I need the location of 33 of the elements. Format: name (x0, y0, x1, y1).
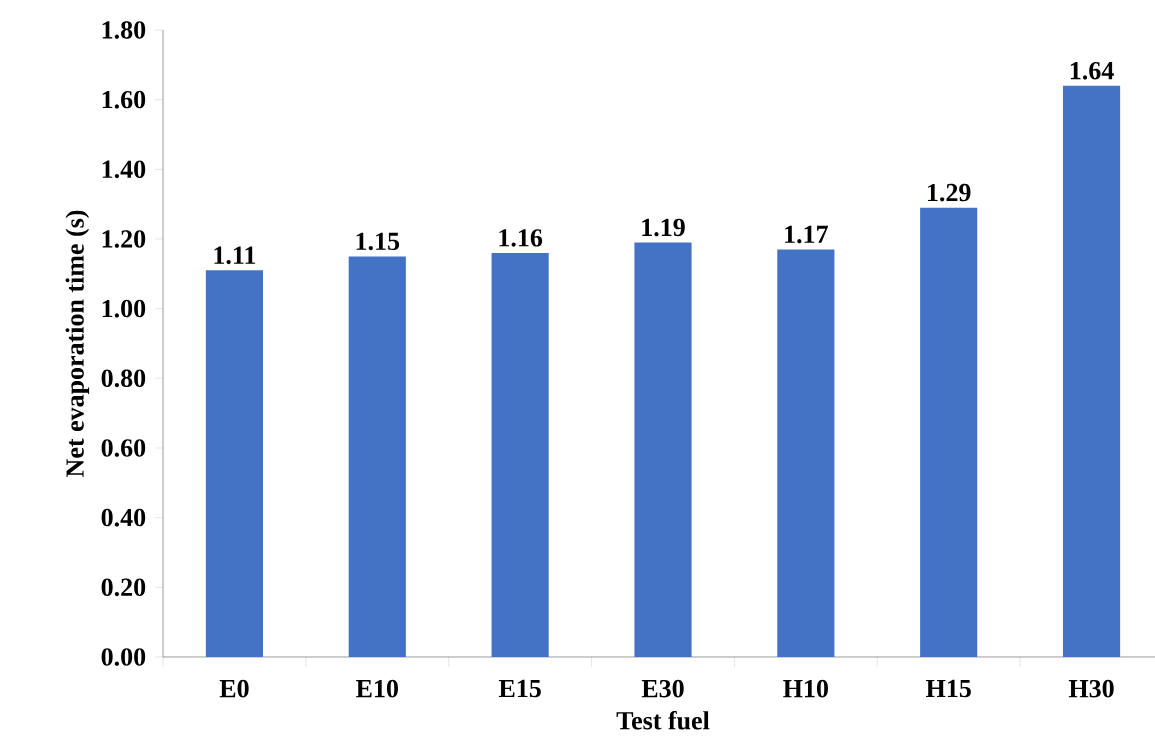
data-label: 1.19 (642, 218, 685, 237)
bar (920, 207, 978, 657)
y-tick-label: 0.80 (101, 369, 146, 388)
y-tick-label: 1.20 (102, 230, 146, 248)
bar (1062, 85, 1121, 657)
bar (634, 242, 692, 657)
y-tick-label: 1.00 (102, 299, 146, 318)
x-tick-label: H15 (926, 679, 971, 698)
y-tick-label: 1.60 (102, 90, 146, 109)
y-tick-label: 0.40 (101, 508, 146, 527)
x-tick-label: E15 (498, 679, 541, 698)
bar (777, 249, 835, 657)
data-label: 1.29 (928, 183, 971, 202)
bar (205, 270, 264, 657)
data-label: 1.15 (356, 232, 400, 251)
bar (348, 256, 406, 657)
y-tick-label: 0.60 (101, 439, 146, 457)
data-label: 1.17 (785, 225, 828, 244)
data-label: 1.64 (1070, 61, 1114, 80)
data-label: 1.16 (499, 229, 543, 247)
x-tick-label: E0 (219, 679, 249, 698)
x-tick-label: E10 (356, 679, 398, 698)
x-tick-label: E30 (641, 679, 684, 698)
y-tick-label: 0.20 (101, 578, 146, 597)
data-label: 1.11 (214, 246, 256, 265)
bar (491, 252, 549, 657)
y-tick-label: 1.80 (102, 21, 146, 39)
x-axis-title: Test fuel (616, 710, 710, 730)
y-tick-label: 0.00 (101, 648, 146, 666)
x-tick-label: H30 (1068, 679, 1114, 698)
y-tick-label: 1.40 (102, 160, 146, 179)
x-tick-label: H10 (783, 679, 828, 698)
y-axis-title: Net evaporation time (s) (65, 210, 90, 477)
